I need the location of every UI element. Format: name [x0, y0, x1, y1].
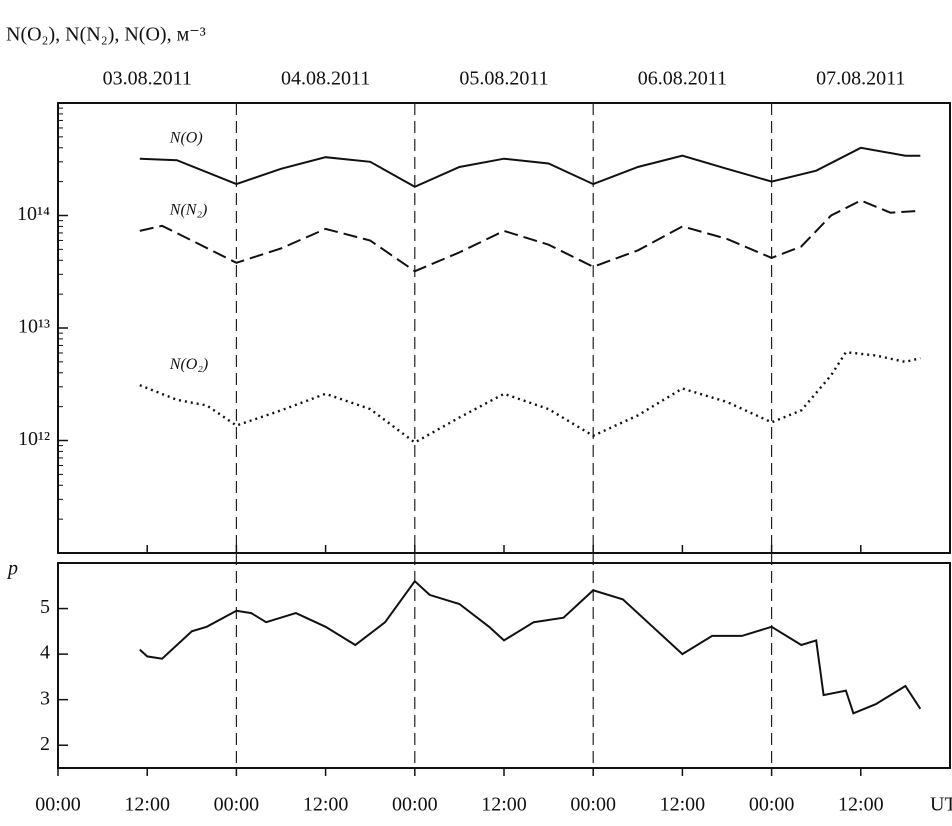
series-label: N(O₂) [169, 356, 208, 373]
y-tick-label: 3 [40, 687, 50, 709]
series-label: N(O) [169, 129, 203, 146]
x-tick-label: 00:00 [35, 794, 81, 816]
date-label: 03.08.2011 [103, 68, 192, 90]
y-tick-label: 10¹² [18, 428, 50, 450]
y-tick-label: 4 [40, 642, 50, 664]
x-tick-label: 00:00 [214, 794, 260, 816]
x-tick-label: 12:00 [660, 794, 706, 816]
date-label: 06.08.2011 [638, 68, 727, 90]
y-axis-title: N(O₂), N(N₂), N(O), м⁻³ [6, 24, 206, 46]
y-tick-label: 10¹⁴ [17, 203, 50, 225]
series-label: N(N₂) [169, 202, 208, 219]
series-line [139, 579, 922, 715]
series-line [139, 350, 921, 444]
y-tick-label: 2 [40, 733, 50, 755]
series-line [139, 146, 921, 188]
x-tick-label: 00:00 [570, 794, 616, 816]
x-tick-label: 12:00 [838, 794, 884, 816]
x-tick-label: 12:00 [481, 794, 527, 816]
x-tick-label: 12:00 [303, 794, 349, 816]
date-label: 07.08.2011 [816, 68, 905, 90]
x-tick-label: 12:00 [124, 794, 170, 816]
series-line [139, 199, 921, 273]
date-label: 04.08.2011 [281, 68, 370, 90]
x-tick-label: 00:00 [392, 794, 438, 816]
plot-frame [57, 562, 951, 769]
y-tick-label: 10¹³ [18, 316, 50, 338]
y-tick-label: 5 [40, 596, 50, 618]
x-axis-title: UT [930, 794, 952, 816]
y-axis-title: p [6, 558, 18, 580]
date-label: 05.08.2011 [459, 68, 548, 90]
x-tick-label: 00:00 [749, 794, 795, 816]
